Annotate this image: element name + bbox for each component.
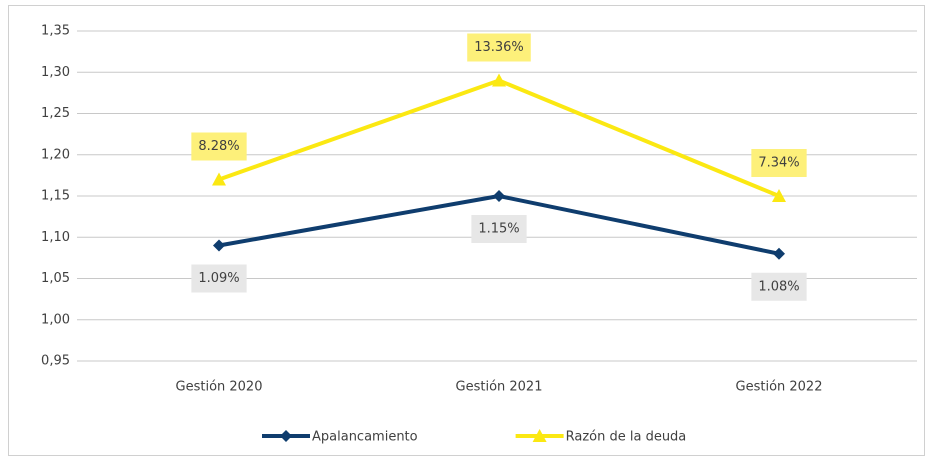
data-label: 1.09%	[198, 271, 239, 286]
y-tick-label: 1,05	[41, 271, 70, 286]
data-label-box	[191, 132, 247, 161]
y-tick-label: 1,35	[41, 24, 70, 39]
data-label-box	[751, 272, 807, 301]
y-tick-label: 1,20	[41, 147, 70, 162]
data-label: 8.28%	[198, 139, 239, 154]
marker	[493, 190, 505, 202]
y-tick-label: 1,10	[41, 230, 70, 245]
x-tick-label: Gestión 2020	[176, 380, 263, 395]
data-label: 13.36%	[474, 40, 524, 55]
legend-label: Apalancamiento	[312, 430, 418, 445]
data-label: 1.15%	[478, 222, 519, 237]
marker	[532, 429, 547, 442]
data-label-box	[471, 215, 527, 243]
marker	[212, 172, 226, 186]
legend-label: Razón de la deuda	[566, 430, 687, 445]
marker	[772, 189, 786, 202]
data-label-box	[191, 264, 247, 293]
marker	[773, 247, 785, 260]
marker	[280, 430, 292, 442]
y-tick-label: 1,25	[41, 106, 70, 121]
y-tick-label: 0,95	[41, 354, 70, 369]
data-label-box	[751, 149, 807, 177]
y-tick-label: 1,15	[41, 189, 70, 204]
data-label: 1.08%	[758, 279, 799, 294]
chart-frame	[8, 5, 925, 456]
x-tick-label: Gestión 2021	[456, 380, 543, 395]
y-tick-label: 1,00	[41, 312, 70, 327]
marker	[492, 73, 506, 87]
y-tick-label: 1,30	[41, 65, 70, 80]
x-tick-label: Gestión 2022	[736, 380, 823, 395]
data-label: 7.34%	[758, 156, 799, 171]
data-label-box	[467, 33, 531, 62]
marker	[213, 239, 225, 252]
